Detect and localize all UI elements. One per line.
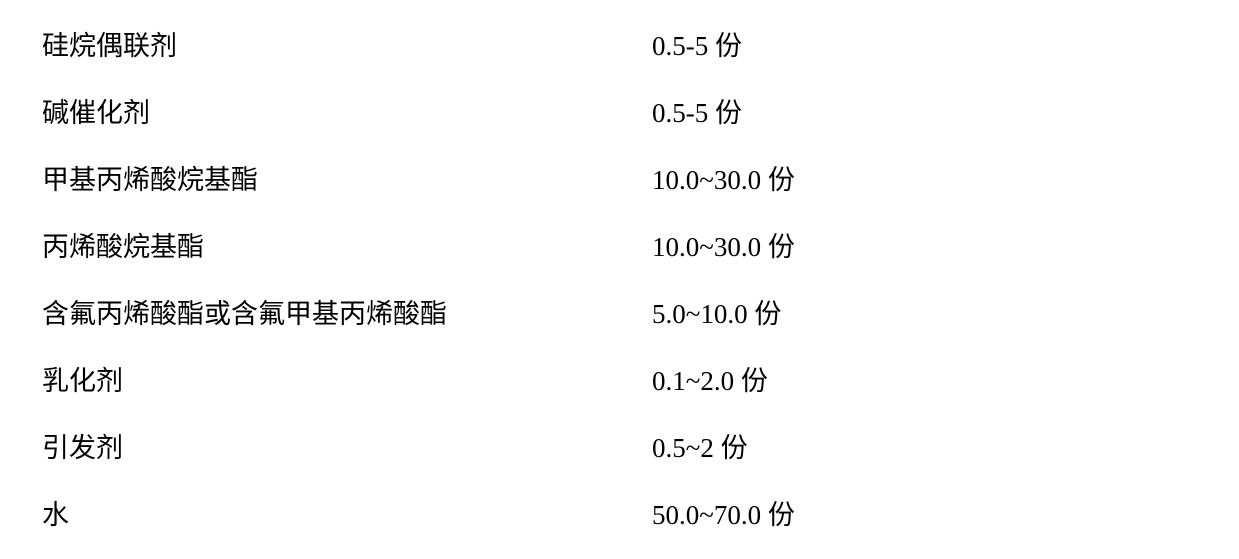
list-item: 丙烯酸烷基酯 10.0~30.0 份 bbox=[42, 211, 1239, 278]
list-item: 乳化剂 0.1~2.0 份 bbox=[42, 345, 1239, 412]
list-item: 碱催化剂 0.5-5 份 bbox=[42, 77, 1239, 144]
ingredient-value: 0.5-5 份 bbox=[652, 91, 742, 130]
list-item: 含氟丙烯酸酯或含氟甲基丙烯酸酯 5.0~10.0 份 bbox=[42, 278, 1239, 345]
ingredient-value: 10.0~30.0 份 bbox=[652, 158, 795, 197]
ingredient-value: 10.0~30.0 份 bbox=[652, 225, 795, 264]
ingredient-label: 水 bbox=[42, 493, 652, 532]
ingredient-label: 引发剂 bbox=[42, 426, 652, 465]
ingredient-label: 含氟丙烯酸酯或含氟甲基丙烯酸酯 bbox=[42, 292, 652, 331]
ingredient-value: 50.0~70.0 份 bbox=[652, 493, 795, 532]
ingredient-label: 硅烷偶联剂 bbox=[42, 24, 652, 63]
ingredient-value: 0.5~2 份 bbox=[652, 426, 748, 465]
ingredient-value: 0.1~2.0 份 bbox=[652, 359, 768, 398]
ingredient-value: 0.5-5 份 bbox=[652, 24, 742, 63]
list-item: 硅烷偶联剂 0.5-5 份 bbox=[42, 10, 1239, 77]
ingredient-label: 丙烯酸烷基酯 bbox=[42, 225, 652, 264]
list-item: 甲基丙烯酸烷基酯 10.0~30.0 份 bbox=[42, 144, 1239, 211]
ingredient-list: 硅烷偶联剂 0.5-5 份 碱催化剂 0.5-5 份 甲基丙烯酸烷基酯 10.0… bbox=[0, 0, 1239, 546]
ingredient-label: 甲基丙烯酸烷基酯 bbox=[42, 158, 652, 197]
ingredient-label: 碱催化剂 bbox=[42, 91, 652, 130]
ingredient-value: 5.0~10.0 份 bbox=[652, 292, 781, 331]
list-item: 水 50.0~70.0 份 bbox=[42, 479, 1239, 546]
list-item: 引发剂 0.5~2 份 bbox=[42, 412, 1239, 479]
ingredient-label: 乳化剂 bbox=[42, 359, 652, 398]
